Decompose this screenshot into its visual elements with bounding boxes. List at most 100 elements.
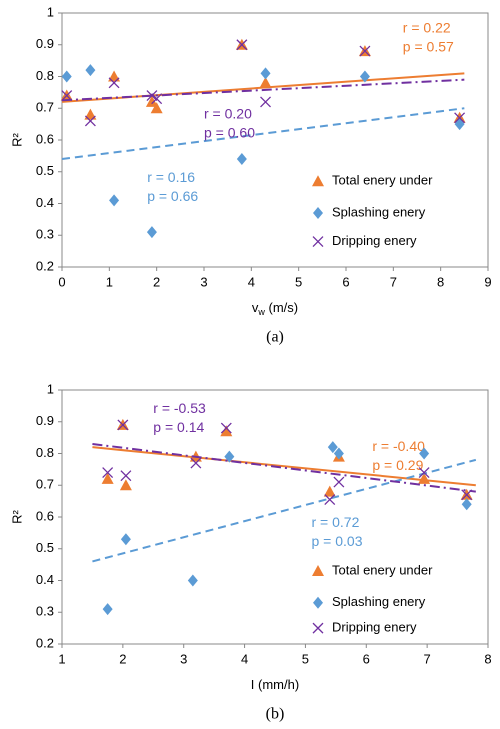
r-annotation: r = 0.16	[147, 169, 195, 185]
y-tick-label: 0.5	[36, 163, 54, 178]
diamond-marker	[85, 64, 96, 77]
cross-marker	[461, 489, 473, 501]
x-tick-label: 4	[241, 651, 248, 666]
legend-marker	[312, 175, 324, 187]
legend-label: Dripping enery	[332, 233, 417, 248]
y-tick-label: 0.2	[36, 635, 54, 650]
p-annotation: p = 0.60	[204, 124, 255, 140]
x-tick-label: 1	[106, 274, 113, 289]
diamond-marker	[327, 441, 338, 454]
caption: (a)	[266, 329, 284, 346]
diamond-marker	[102, 603, 113, 616]
y-tick-label: 0.2	[36, 258, 54, 273]
diamond-marker	[120, 533, 131, 546]
legend-marker	[312, 564, 324, 576]
p-annotation: p = 0.03	[312, 533, 363, 549]
diamond-marker	[359, 70, 370, 83]
y-tick-label: 0.5	[36, 540, 54, 555]
x-axis-label-part: v	[252, 300, 259, 315]
x-tick-label: 5	[302, 651, 309, 666]
triangle-marker	[84, 108, 97, 120]
cross-marker	[146, 90, 158, 102]
y-tick-label: 0.9	[36, 36, 54, 51]
x-axis-label: vw (m/s)	[252, 300, 298, 317]
x-tick-label: 7	[424, 651, 431, 666]
legend-marker	[313, 596, 323, 609]
x-tick-label: 5	[295, 274, 302, 289]
p-annotation: p = 0.29	[372, 457, 423, 473]
y-tick-label: 0.8	[36, 68, 54, 83]
p-annotation: p = 0.66	[147, 188, 198, 204]
cross-marker	[108, 77, 120, 89]
cross-marker	[333, 476, 345, 488]
triangle-marker	[108, 70, 121, 82]
x-axis-label-part: w	[257, 307, 265, 317]
y-axis-label: R²	[9, 509, 24, 523]
x-tick-label: 0	[58, 274, 65, 289]
x-tick-label: 6	[342, 274, 349, 289]
x-axis-label: I (mm/h)	[251, 677, 299, 692]
cross-marker	[236, 39, 248, 51]
y-axis-label: R²	[9, 132, 24, 146]
caption: (b)	[266, 706, 285, 723]
triangle-marker	[119, 479, 132, 491]
cross-marker	[190, 457, 202, 469]
triangle-marker	[323, 485, 336, 497]
x-tick-label: 8	[484, 651, 491, 666]
cross-marker	[61, 90, 73, 102]
p-annotation: p = 0.14	[153, 419, 204, 435]
diamond-marker	[260, 67, 271, 80]
y-tick-label: 0.4	[36, 195, 54, 210]
r-annotation: r = 0.20	[204, 105, 252, 121]
legend-label: Dripping enery	[332, 620, 417, 635]
y-tick-label: 0.7	[36, 477, 54, 492]
y-tick-label: 0.4	[36, 572, 54, 587]
cross-marker	[120, 470, 132, 482]
legend-marker	[312, 622, 324, 634]
cross-marker	[220, 422, 232, 434]
x-tick-label: 3	[180, 651, 187, 666]
legend-marker	[313, 207, 323, 220]
triangle-marker	[418, 472, 431, 484]
triangle-marker	[220, 425, 233, 437]
diamond-marker	[146, 226, 157, 239]
cross-marker	[359, 45, 371, 57]
triangle-marker	[150, 102, 163, 114]
trend-line	[61, 78, 465, 102]
x-tick-label: 2	[153, 274, 160, 289]
triangle-marker	[145, 95, 158, 107]
diamond-marker	[333, 447, 344, 460]
r-annotation: r = 0.22	[403, 20, 451, 36]
diamond-marker	[61, 70, 72, 83]
y-tick-label: 0.8	[36, 445, 54, 460]
y-tick-label: 1	[47, 4, 54, 19]
diamond-marker	[187, 574, 198, 587]
cross-marker	[418, 467, 430, 479]
trend-line	[61, 107, 465, 161]
cross-marker	[151, 93, 163, 105]
x-tick-label: 9	[484, 274, 491, 289]
diamond-marker	[419, 447, 430, 460]
x-tick-label: 8	[437, 274, 444, 289]
x-tick-label: 7	[390, 274, 397, 289]
legend-label: Splashing enery	[332, 204, 426, 219]
legend-marker	[312, 236, 324, 248]
cross-marker	[324, 494, 336, 505]
cross-marker	[117, 419, 129, 431]
legend-label: Splashing enery	[332, 594, 426, 609]
x-tick-label: 4	[248, 274, 255, 289]
trend-line	[92, 446, 476, 487]
y-tick-label: 0.7	[36, 100, 54, 115]
y-tick-label: 0.9	[36, 413, 54, 428]
x-axis-label-part: I (mm/h)	[251, 677, 299, 692]
trend-line	[92, 442, 476, 493]
cross-marker	[102, 467, 114, 479]
r-annotation: r = -0.40	[372, 438, 425, 454]
x-tick-label: 2	[119, 651, 126, 666]
diamond-marker	[461, 498, 472, 511]
cross-marker	[454, 112, 466, 124]
y-tick-label: 0.6	[36, 131, 54, 146]
x-axis-label-part: (m/s)	[265, 300, 298, 315]
y-tick-label: 0.6	[36, 508, 54, 523]
